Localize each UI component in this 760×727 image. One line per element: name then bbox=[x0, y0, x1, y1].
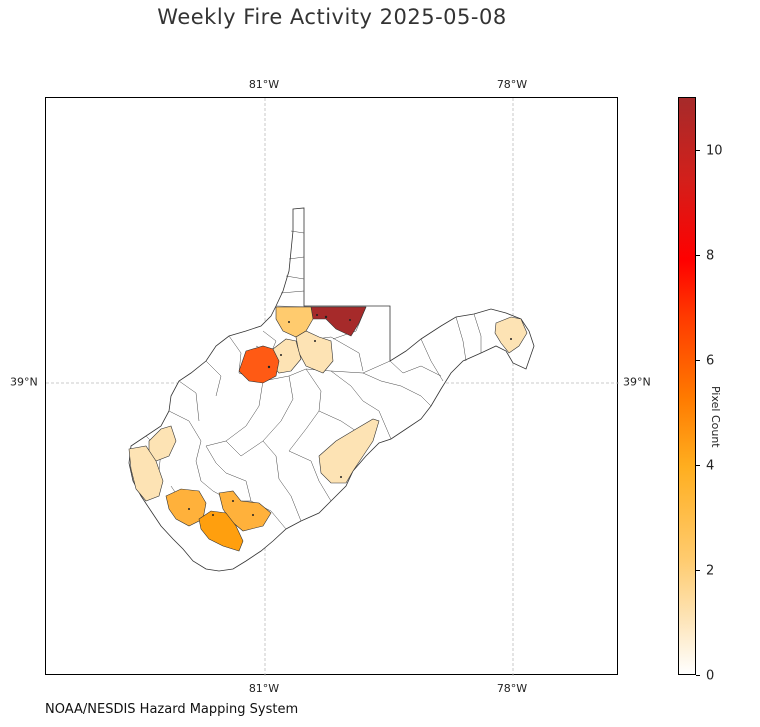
county-map bbox=[46, 98, 619, 676]
cb-tickmark-8 bbox=[696, 255, 700, 256]
cb-tickmark-0 bbox=[696, 675, 700, 676]
cb-tick-label-2: 2 bbox=[706, 563, 715, 579]
fire-detection-points bbox=[188, 314, 512, 516]
lon-tick-bottom-78w: 78°W bbox=[496, 682, 528, 695]
county-north-dark bbox=[310, 306, 367, 337]
county-southeast-pale bbox=[318, 418, 380, 484]
cb-tick-label-0: 0 bbox=[706, 668, 715, 684]
map-panel[interactable] bbox=[45, 97, 619, 676]
cb-tick-label-6: 6 bbox=[706, 353, 715, 369]
cb-tickmark-6 bbox=[696, 360, 700, 361]
lon-tick-bottom-81w: 81°W bbox=[248, 682, 280, 695]
county-west-pale-2 bbox=[128, 445, 164, 502]
county-central-west-orange bbox=[238, 345, 280, 384]
lat-tick-left-39n: 39°N bbox=[10, 375, 38, 389]
county-central-pale-1 bbox=[295, 330, 334, 374]
county-south-orange bbox=[198, 510, 244, 552]
cb-tickmark-4 bbox=[696, 465, 700, 466]
cb-tick-label-10: 10 bbox=[706, 143, 723, 159]
data-source-credit: NOAA/NESDIS Hazard Mapping System bbox=[45, 702, 299, 717]
lat-tick-right-39n: 39°N bbox=[623, 375, 651, 389]
colorbar-label: Pixel Count bbox=[709, 386, 722, 448]
lon-tick-top-78w: 78°W bbox=[496, 78, 528, 91]
county-east-pale bbox=[494, 316, 528, 354]
state-outline bbox=[128, 207, 535, 572]
cb-tick-label-4: 4 bbox=[706, 458, 715, 474]
lon-tick-top-81w: 81°W bbox=[248, 78, 280, 91]
cb-tick-label-8: 8 bbox=[706, 248, 715, 264]
colorbar bbox=[678, 97, 696, 675]
cb-tickmark-2 bbox=[696, 570, 700, 571]
map-title: Weekly Fire Activity 2025-05-08 bbox=[157, 5, 507, 29]
cb-tickmark-10 bbox=[696, 150, 700, 151]
